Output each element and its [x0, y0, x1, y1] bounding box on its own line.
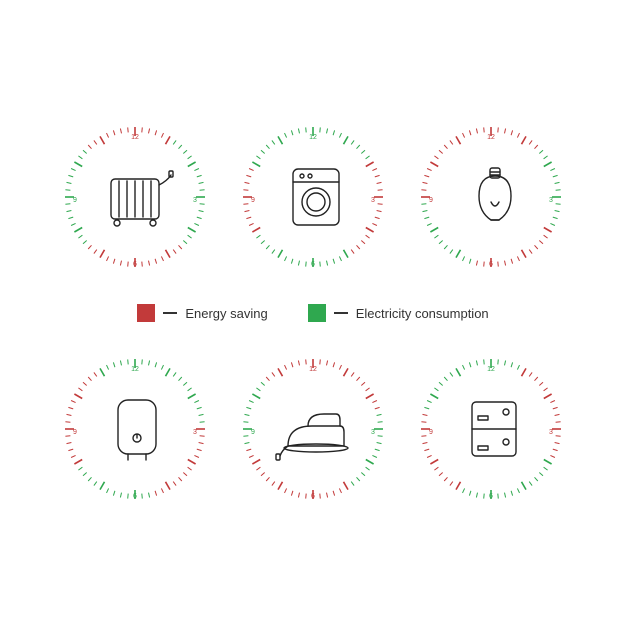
svg-text:6: 6: [311, 493, 315, 500]
swatch-saving: [137, 304, 155, 322]
svg-text:12: 12: [131, 366, 139, 373]
svg-text:3: 3: [193, 197, 197, 204]
legend-consumption-label: Electricity consumption: [356, 306, 489, 321]
svg-text:3: 3: [549, 197, 553, 204]
dial-row-bottom: 12 3 6 9 12 3 6 9 12 3 6 9: [60, 354, 566, 504]
svg-text:6: 6: [133, 493, 137, 500]
svg-text:6: 6: [489, 493, 493, 500]
svg-text:9: 9: [429, 197, 433, 204]
svg-text:12: 12: [309, 366, 317, 373]
dial-radiator: 12 3 6 9: [60, 122, 210, 272]
dial-bulb: 12 3 6 9: [416, 122, 566, 272]
dial-boiler: 12 3 6 9: [60, 354, 210, 504]
legend-consumption: Electricity consumption: [308, 304, 489, 322]
dial-washer: 12 3 6 9: [238, 122, 388, 272]
dash-icon: [163, 312, 177, 314]
dial-iron: 12 3 6 9: [238, 354, 388, 504]
svg-text:9: 9: [251, 197, 255, 204]
svg-text:6: 6: [489, 261, 493, 268]
dial-server: 12 3 6 9: [416, 354, 566, 504]
svg-text:3: 3: [371, 429, 375, 436]
dash-icon: [334, 312, 348, 314]
svg-text:9: 9: [73, 429, 77, 436]
svg-text:3: 3: [549, 429, 553, 436]
svg-text:9: 9: [251, 429, 255, 436]
legend-saving: Energy saving: [137, 304, 267, 322]
swatch-consumption: [308, 304, 326, 322]
svg-text:12: 12: [487, 134, 495, 141]
svg-text:3: 3: [193, 429, 197, 436]
svg-text:9: 9: [429, 429, 433, 436]
svg-text:12: 12: [309, 134, 317, 141]
legend-saving-label: Energy saving: [185, 306, 267, 321]
svg-text:6: 6: [311, 261, 315, 268]
svg-text:12: 12: [487, 366, 495, 373]
svg-text:6: 6: [133, 261, 137, 268]
svg-text:9: 9: [73, 197, 77, 204]
legend: Energy saving Electricity consumption: [137, 304, 488, 322]
dial-row-top: 12 3 6 9 12 3 6 9 12 3 6 9: [60, 122, 566, 272]
svg-text:3: 3: [371, 197, 375, 204]
svg-text:12: 12: [131, 134, 139, 141]
